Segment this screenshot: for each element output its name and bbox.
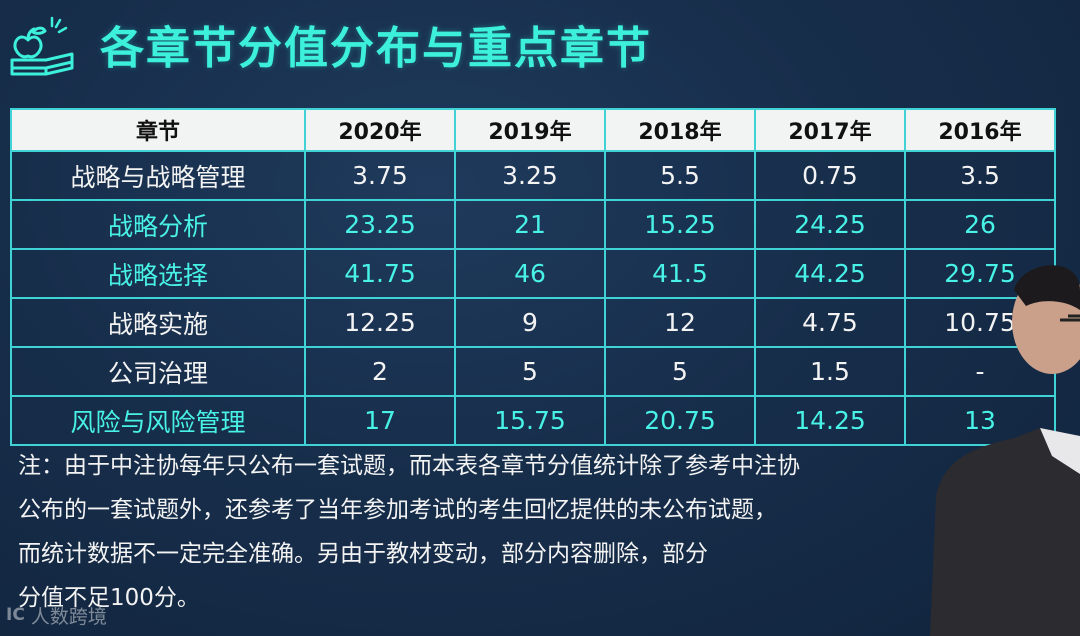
score-cell: 15.25: [604, 199, 756, 250]
watermark-logo: IC: [6, 605, 25, 625]
chapter-name-cell: 战略选择: [10, 248, 306, 299]
score-cell: 4.75: [754, 297, 906, 348]
table-row: 战略与战略管理 3.75 3.25 5.5 0.75 3.5: [10, 150, 1056, 201]
score-cell: 1.5: [754, 346, 906, 397]
table-row: 战略实施 12.25 9 12 4.75 10.75: [10, 297, 1056, 348]
page-title: 各章节分值分布与重点章节: [100, 23, 652, 74]
column-header-chapter: 章节: [10, 108, 306, 152]
footnote-line: 分值不足100分。: [18, 585, 200, 611]
score-cell: 3.75: [304, 150, 456, 201]
score-cell: 46: [454, 248, 606, 299]
table-header-row: 章节 2020年 2019年 2018年 2017年 2016年: [10, 108, 1056, 152]
score-cell: 41.5: [604, 248, 756, 299]
presenter-silhouette: [930, 265, 1080, 636]
chapter-score-table: 章节 2020年 2019年 2018年 2017年 2016年 战略与战略管理…: [10, 108, 1056, 446]
score-cell: 20.75: [604, 395, 756, 446]
footnote-line: 而统计数据不一定完全准确。另由于教材变动，部分内容删除，部分: [18, 541, 708, 567]
column-header-2017: 2017年: [754, 108, 906, 152]
score-cell: 12.25: [304, 297, 456, 348]
chapter-name-cell: 公司治理: [10, 346, 306, 397]
score-cell: 26: [904, 199, 1056, 250]
chapter-name-cell: 风险与风险管理: [10, 395, 306, 446]
score-cell: 14.25: [754, 395, 906, 446]
score-cell: 24.25: [754, 199, 906, 250]
table-row: 战略选择 41.75 46 41.5 44.25 29.75: [10, 248, 1056, 299]
score-cell: 0.75: [754, 150, 906, 201]
score-cell: 12: [604, 297, 756, 348]
score-cell: 3.5: [904, 150, 1056, 201]
score-cell: 41.75: [304, 248, 456, 299]
footnote: 注：由于中注协每年只公布一套试题，而本表各章节分值统计除了参考中注协 公布的一套…: [18, 444, 1058, 620]
score-cell: 15.75: [454, 395, 606, 446]
table-row: 风险与风险管理 17 15.75 20.75 14.25 13: [10, 395, 1056, 446]
apple-book-logo-icon: [10, 16, 74, 76]
score-cell: 9: [454, 297, 606, 348]
watermark-text: 人数跨境: [30, 605, 107, 628]
footnote-line: 注：由于中注协每年只公布一套试题，而本表各章节分值统计除了参考中注协: [18, 453, 800, 479]
score-cell: 23.25: [304, 199, 456, 250]
chapter-name-cell: 战略与战略管理: [10, 150, 306, 201]
score-cell: 17: [304, 395, 456, 446]
score-cell: 2: [304, 346, 456, 397]
watermark: IC 人数跨境: [6, 600, 107, 630]
column-header-2018: 2018年: [604, 108, 756, 152]
score-cell: 5.5: [604, 150, 756, 201]
score-cell: 21: [454, 199, 606, 250]
score-cell: 5: [604, 346, 756, 397]
column-header-2020: 2020年: [304, 108, 456, 152]
score-cell: 5: [454, 346, 606, 397]
table-row: 战略分析 23.25 21 15.25 24.25 26: [10, 199, 1056, 250]
score-cell: 3.25: [454, 150, 606, 201]
column-header-2019: 2019年: [454, 108, 606, 152]
table-row: 公司治理 2 5 5 1.5 -: [10, 346, 1056, 397]
footnote-line: 公布的一套试题外，还参考了当年参加考试的考生回忆提供的未公布试题，: [18, 497, 777, 523]
chapter-name-cell: 战略分析: [10, 199, 306, 250]
slide-header: 各章节分值分布与重点章节: [6, 8, 652, 80]
column-header-2016: 2016年: [904, 108, 1056, 152]
score-cell: 44.25: [754, 248, 906, 299]
chapter-name-cell: 战略实施: [10, 297, 306, 348]
